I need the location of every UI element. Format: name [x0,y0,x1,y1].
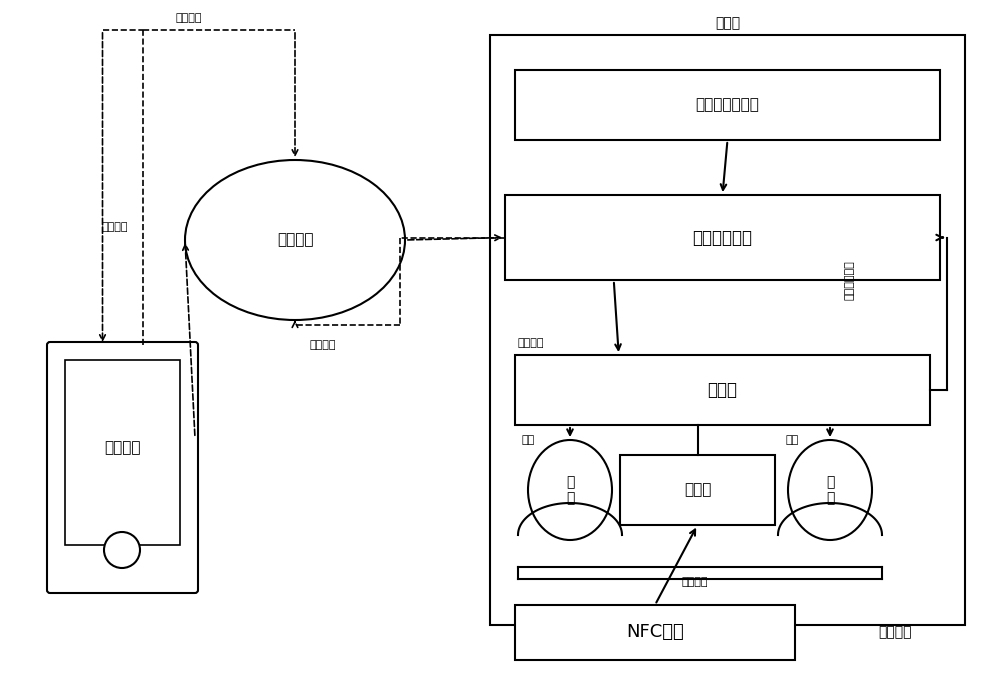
FancyBboxPatch shape [47,342,198,593]
Text: 控制指令: 控制指令 [102,222,128,232]
Text: 驱动: 驱动 [785,435,798,445]
Ellipse shape [528,440,612,540]
Text: 电机到位指令: 电机到位指令 [845,260,855,300]
Text: 摄像头和传感器: 摄像头和传感器 [696,98,759,113]
Text: 控制指令: 控制指令 [518,338,544,348]
Text: 下位机: 下位机 [708,381,738,399]
Ellipse shape [788,440,872,540]
Text: 实物地图: 实物地图 [878,625,912,639]
Text: 位置信息: 位置信息 [310,340,336,350]
Bar [620,455,775,525]
Text: 驱动: 驱动 [522,435,535,445]
Text: 读卡器: 读卡器 [684,483,711,498]
Text: 嵌入式开发板: 嵌入式开发板 [692,229,753,246]
Bar [65,360,180,545]
Bar [515,355,930,425]
Bar [515,70,940,140]
Ellipse shape [185,160,405,320]
Text: 电
机: 电 机 [566,475,574,505]
Text: 位置信息: 位置信息 [682,577,708,587]
Text: 机器人: 机器人 [715,16,740,30]
Bar [515,605,795,660]
Circle shape [104,532,140,568]
Text: 定位信息: 定位信息 [175,13,202,23]
Text: 终端设备: 终端设备 [104,440,141,455]
Bar [490,35,965,625]
Text: NFC芯片: NFC芯片 [626,623,684,642]
Bar [505,195,940,280]
Text: 无线网络: 无线网络 [277,232,313,248]
Text: 电
机: 电 机 [826,475,834,505]
